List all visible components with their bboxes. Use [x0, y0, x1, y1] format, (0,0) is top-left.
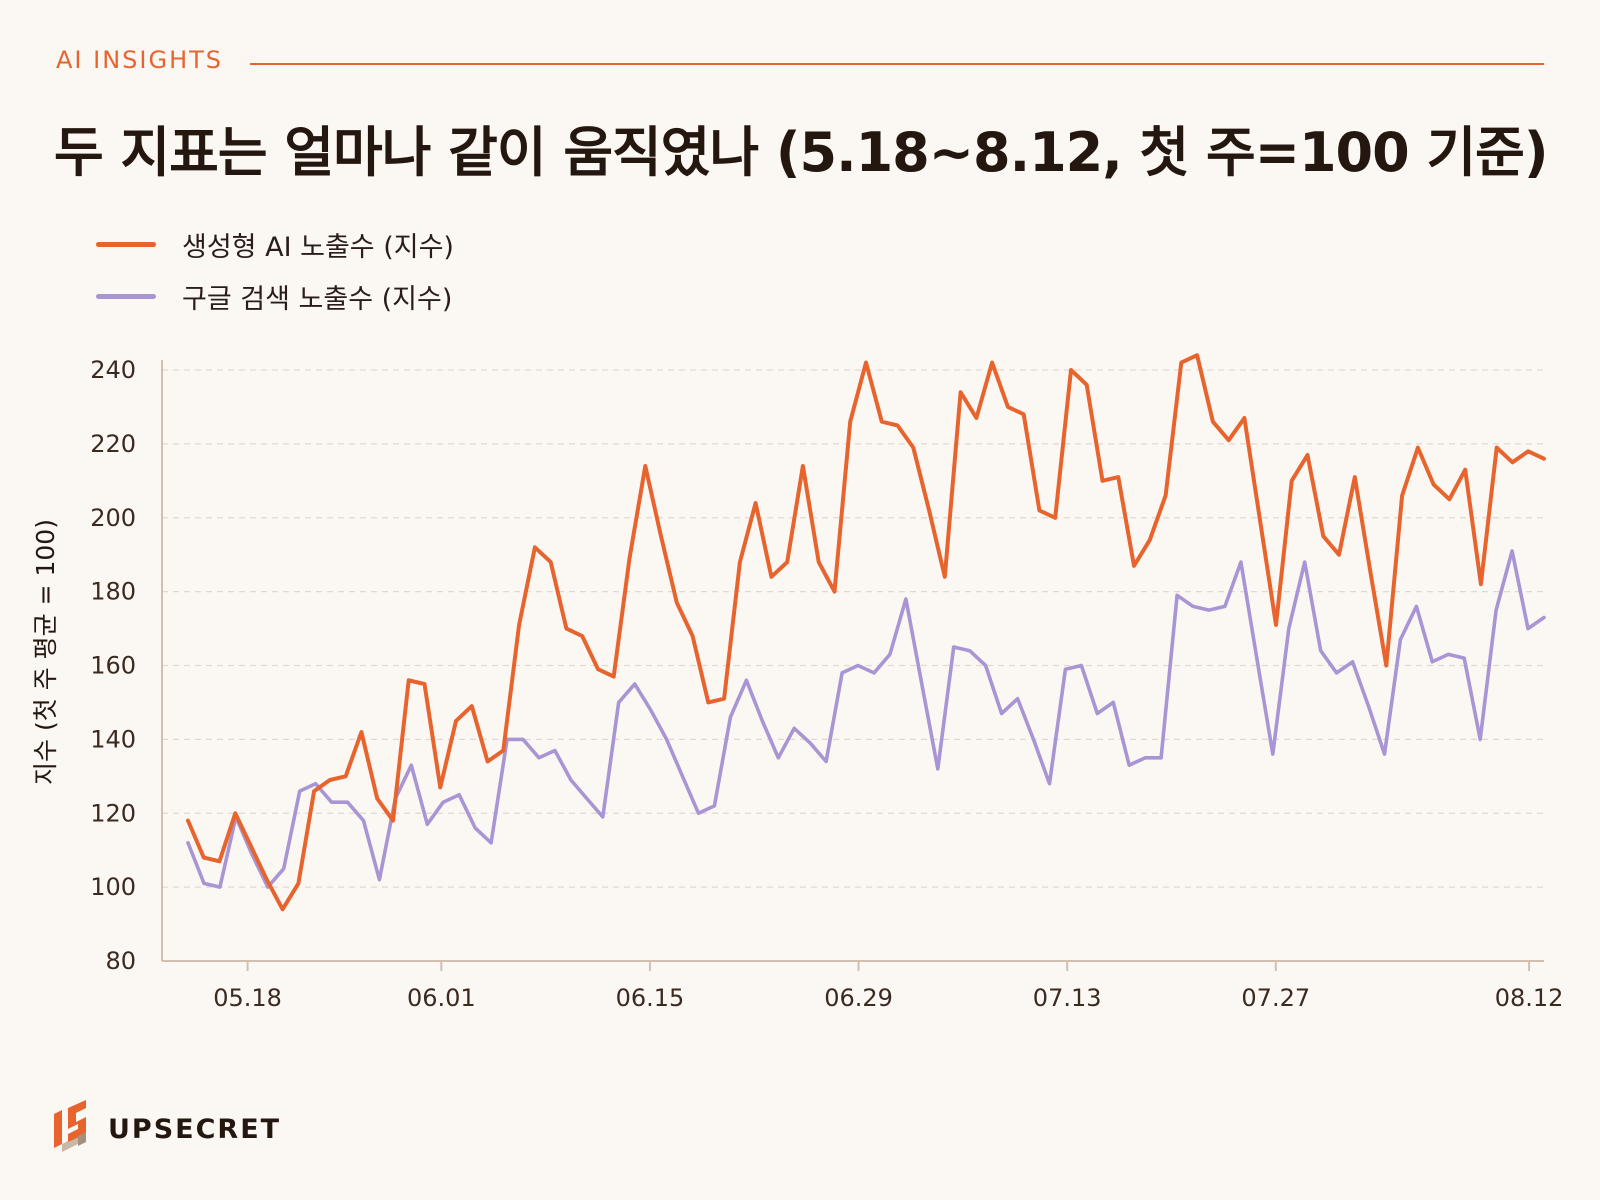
- x-tick-label: 05.18: [213, 984, 282, 1012]
- legend-item-google: 구글 검색 노출수 (지수): [96, 270, 454, 322]
- y-axis-title: 지수 (첫 주 평균 = 100): [31, 519, 60, 785]
- y-tick-label: 120: [90, 799, 136, 827]
- y-tick-label: 220: [90, 430, 136, 458]
- chart-legend: 생성형 AI 노출수 (지수) 구글 검색 노출수 (지수): [96, 218, 454, 322]
- legend-label-ai: 생성형 AI 노출수 (지수): [182, 231, 454, 263]
- y-tick-label: 240: [90, 356, 136, 384]
- kicker-divider: [250, 63, 1544, 65]
- series-line-ai: [186, 353, 1546, 912]
- x-tick-label: 08.12: [1495, 984, 1564, 1012]
- y-tick-label: 160: [90, 652, 136, 680]
- brand-logo: UPSECRET: [50, 1100, 281, 1158]
- x-tick-label: 06.15: [616, 984, 685, 1012]
- page-title: 두 지표는 얼마나 같이 움직였나 (5.18~8.12, 첫 주=100 기준…: [54, 121, 1549, 184]
- legend-label-google: 구글 검색 노출수 (지수): [182, 283, 453, 315]
- legend-swatch-ai: [96, 241, 156, 247]
- chart-axes: [161, 360, 1544, 962]
- series-lines: [186, 353, 1546, 912]
- y-tick-labels: 80 100 120 140 160 180 200 220 240: [90, 356, 136, 975]
- x-tick-label: 06.29: [824, 984, 893, 1012]
- legend-swatch-google: [96, 293, 156, 299]
- x-tick-labels: 05.18 06.01 06.15 06.29 07.13 07.27 08.12: [213, 961, 1563, 1012]
- series-line-google: [186, 549, 1546, 889]
- y-tick-label: 100: [90, 873, 136, 901]
- x-tick-label: 07.27: [1241, 984, 1310, 1012]
- kicker-label: AI INSIGHTS: [56, 46, 224, 74]
- y-tick-label: 140: [90, 725, 136, 753]
- y-tick-label: 80: [105, 947, 136, 975]
- y-tick-label: 180: [90, 578, 136, 606]
- x-tick-label: 06.01: [407, 984, 476, 1012]
- upsecret-logo-icon: [54, 1100, 86, 1152]
- x-tick-label: 07.13: [1033, 984, 1102, 1012]
- brand-name: UPSECRET: [108, 1113, 282, 1145]
- grid-lines: [162, 369, 1544, 888]
- legend-item-ai: 생성형 AI 노출수 (지수): [96, 218, 454, 270]
- y-tick-label: 200: [90, 504, 136, 532]
